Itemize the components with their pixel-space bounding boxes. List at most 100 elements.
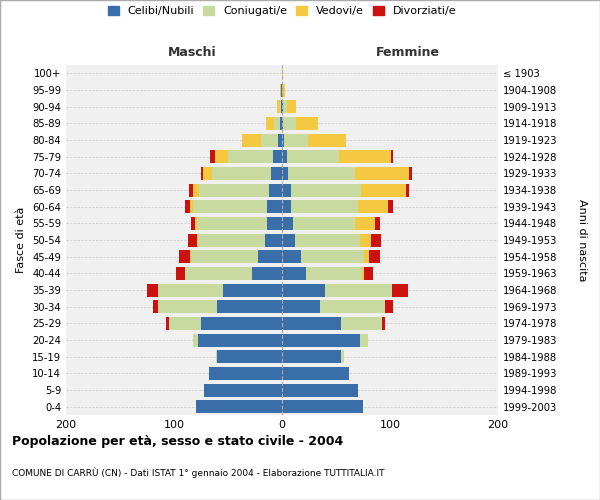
Bar: [282, 184, 290, 196]
Bar: [197, 217, 267, 230]
Bar: [341, 350, 344, 363]
Text: Femmine: Femmine: [376, 46, 440, 59]
Bar: [282, 400, 363, 413]
Bar: [265, 234, 282, 246]
Bar: [388, 200, 393, 213]
Bar: [296, 117, 317, 130]
Bar: [355, 217, 375, 230]
Bar: [293, 217, 355, 230]
Y-axis label: Fasce di età: Fasce di età: [16, 207, 26, 273]
Bar: [193, 200, 267, 213]
Bar: [284, 134, 308, 146]
Bar: [360, 234, 371, 246]
Bar: [193, 184, 199, 196]
Bar: [166, 317, 169, 330]
Bar: [280, 100, 281, 113]
Bar: [274, 150, 282, 163]
Bar: [277, 100, 280, 113]
Bar: [209, 150, 215, 163]
Bar: [191, 217, 194, 230]
Legend: Celibi/Nubili, Coniugati/e, Vedovi/e, Divorziati/e: Celibi/Nubili, Coniugati/e, Vedovi/e, Di…: [107, 6, 457, 16]
Bar: [282, 200, 290, 213]
Bar: [217, 300, 282, 313]
Bar: [199, 184, 269, 196]
Bar: [194, 217, 197, 230]
Bar: [282, 167, 289, 180]
Bar: [191, 250, 258, 263]
Bar: [282, 134, 284, 146]
Bar: [185, 200, 190, 213]
Bar: [242, 134, 262, 146]
Bar: [198, 234, 265, 246]
Bar: [179, 250, 190, 263]
Bar: [282, 117, 283, 130]
Bar: [362, 267, 364, 280]
Bar: [190, 200, 193, 213]
Bar: [223, 284, 282, 296]
Bar: [282, 367, 349, 380]
Bar: [308, 134, 346, 146]
Bar: [209, 367, 282, 380]
Bar: [306, 267, 362, 280]
Bar: [290, 184, 361, 196]
Bar: [282, 300, 320, 313]
Bar: [289, 167, 355, 180]
Bar: [190, 250, 191, 263]
Bar: [282, 84, 283, 96]
Bar: [216, 350, 217, 363]
Bar: [283, 117, 296, 130]
Bar: [358, 200, 388, 213]
Bar: [188, 234, 197, 246]
Bar: [320, 300, 385, 313]
Bar: [198, 334, 282, 346]
Bar: [201, 317, 282, 330]
Bar: [158, 300, 217, 313]
Bar: [252, 267, 282, 280]
Bar: [262, 134, 278, 146]
Bar: [283, 100, 287, 113]
Bar: [280, 117, 282, 130]
Bar: [196, 400, 282, 413]
Bar: [282, 384, 358, 396]
Bar: [282, 67, 283, 80]
Bar: [282, 100, 283, 113]
Bar: [197, 234, 198, 246]
Bar: [282, 150, 287, 163]
Bar: [287, 100, 296, 113]
Bar: [295, 234, 360, 246]
Bar: [158, 284, 223, 296]
Bar: [282, 317, 341, 330]
Bar: [361, 184, 406, 196]
Bar: [176, 267, 185, 280]
Bar: [228, 150, 274, 163]
Bar: [281, 84, 282, 96]
Bar: [287, 150, 339, 163]
Bar: [282, 217, 293, 230]
Bar: [290, 200, 358, 213]
Bar: [203, 167, 212, 180]
Bar: [282, 234, 295, 246]
Bar: [375, 217, 380, 230]
Bar: [360, 334, 368, 346]
Y-axis label: Anni di nascita: Anni di nascita: [577, 198, 587, 281]
Bar: [364, 267, 373, 280]
Bar: [280, 84, 281, 96]
Bar: [215, 150, 228, 163]
Bar: [283, 84, 285, 96]
Bar: [204, 384, 282, 396]
Bar: [392, 284, 409, 296]
Bar: [147, 284, 158, 296]
Bar: [217, 350, 282, 363]
Bar: [267, 217, 282, 230]
Bar: [201, 167, 203, 180]
Bar: [371, 234, 382, 246]
Bar: [325, 284, 392, 296]
Bar: [282, 350, 341, 363]
Bar: [212, 167, 271, 180]
Bar: [370, 250, 380, 263]
Bar: [385, 300, 393, 313]
Bar: [282, 334, 360, 346]
Bar: [258, 250, 282, 263]
Bar: [355, 167, 409, 180]
Bar: [391, 150, 393, 163]
